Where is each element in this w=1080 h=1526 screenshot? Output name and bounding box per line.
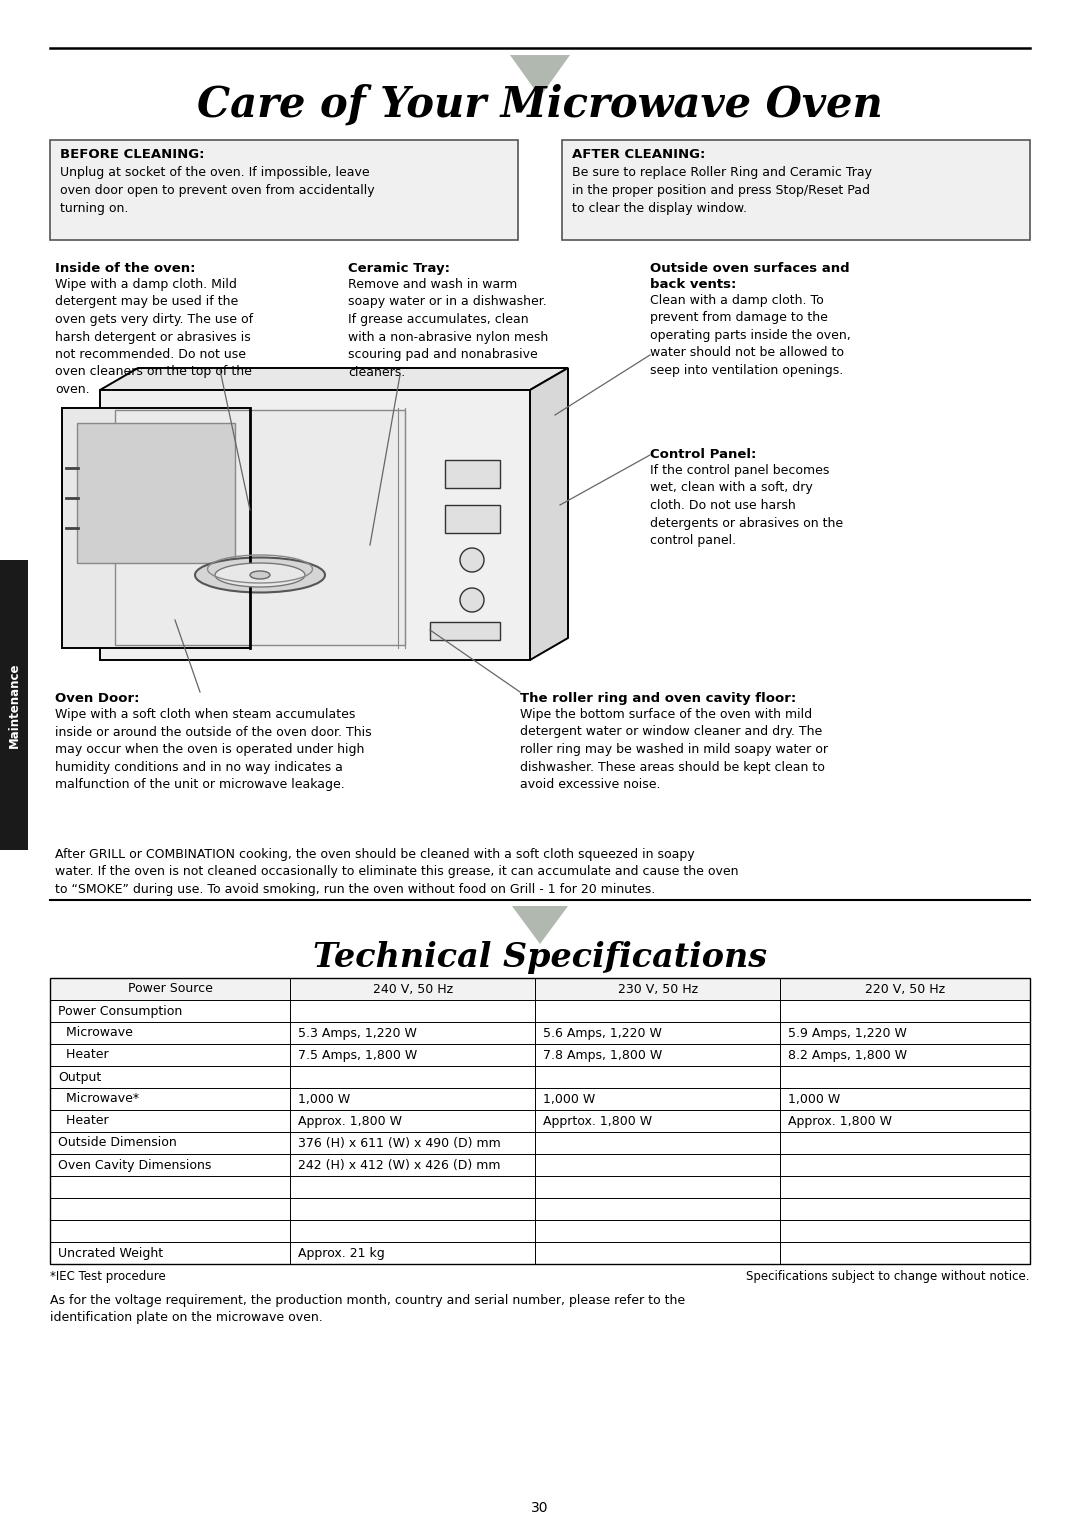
Text: Control Panel:: Control Panel: [650,449,756,461]
Text: Oven Door:: Oven Door: [55,691,139,705]
Text: Apprtox. 1,800 W: Apprtox. 1,800 W [543,1114,652,1128]
Bar [50,140,518,240]
Text: Ceramic Tray:: Ceramic Tray: [348,262,450,275]
Circle shape [460,548,484,572]
Text: If the control panel becomes
wet, clean with a soft, dry
cloth. Do not use harsh: If the control panel becomes wet, clean … [650,464,843,546]
Text: After GRILL or COMBINATION cooking, the oven should be cleaned with a soft cloth: After GRILL or COMBINATION cooking, the … [55,848,739,896]
Text: Outside oven surfaces and: Outside oven surfaces and [650,262,850,275]
Bar [0,560,28,850]
Text: 240 V, 50 Hz: 240 V, 50 Hz [373,983,453,995]
Text: Uncrated Weight: Uncrated Weight [58,1247,163,1259]
Circle shape [460,588,484,612]
Text: Wipe the bottom surface of the oven with mild
detergent water or window cleaner : Wipe the bottom surface of the oven with… [519,708,828,790]
Ellipse shape [215,563,305,588]
Text: Be sure to replace Roller Ring and Ceramic Tray
in the proper position and press: Be sure to replace Roller Ring and Ceram… [572,166,872,215]
Text: BEFORE CLEANING:: BEFORE CLEANING: [60,148,204,162]
Text: AFTER CLEANING:: AFTER CLEANING: [572,148,705,162]
Text: Wipe with a damp cloth. Mild
detergent may be used if the
oven gets very dirty. : Wipe with a damp cloth. Mild detergent m… [55,278,253,397]
Text: Specifications subject to change without notice.: Specifications subject to change without… [746,1270,1030,1283]
Text: Clean with a damp cloth. To
prevent from damage to the
operating parts inside th: Clean with a damp cloth. To prevent from… [650,295,851,377]
Polygon shape [510,55,570,98]
Text: Power Source: Power Source [127,983,213,995]
Bar [445,505,500,533]
Text: Unplug at socket of the oven. If impossible, leave
oven door open to prevent ove: Unplug at socket of the oven. If impossi… [60,166,375,215]
Text: 1,000 W: 1,000 W [543,1093,595,1105]
Text: Heater: Heater [58,1048,109,1062]
Text: Approx. 1,800 W: Approx. 1,800 W [298,1114,402,1128]
Bar [50,978,1030,1264]
Bar [562,140,1030,240]
Text: Approx. 1,800 W: Approx. 1,800 W [788,1114,892,1128]
Polygon shape [530,368,568,661]
Text: 5.3 Amps, 1,220 W: 5.3 Amps, 1,220 W [298,1027,417,1039]
Text: *IEC Test procedure: *IEC Test procedure [50,1270,165,1283]
Text: 242 (H) x 412 (W) x 426 (D) mm: 242 (H) x 412 (W) x 426 (D) mm [298,1158,501,1172]
Text: 8.2 Amps, 1,800 W: 8.2 Amps, 1,800 W [788,1048,907,1062]
Text: 7.5 Amps, 1,800 W: 7.5 Amps, 1,800 W [298,1048,417,1062]
Text: As for the voltage requirement, the production month, country and serial number,: As for the voltage requirement, the prod… [50,1294,685,1325]
Text: 1,000 W: 1,000 W [788,1093,840,1105]
Text: Technical Specifications: Technical Specifications [313,942,767,975]
Bar [114,410,405,645]
Bar [50,978,1030,1000]
Polygon shape [512,906,568,945]
Polygon shape [62,407,249,649]
Text: 30: 30 [531,1502,549,1515]
Text: 5.9 Amps, 1,220 W: 5.9 Amps, 1,220 W [788,1027,907,1039]
Text: Wipe with a soft cloth when steam accumulates
inside or around the outside of th: Wipe with a soft cloth when steam accumu… [55,708,372,790]
Ellipse shape [195,557,325,592]
Bar [445,459,500,488]
Text: back vents:: back vents: [650,278,737,291]
Text: Outside Dimension: Outside Dimension [58,1137,177,1149]
Polygon shape [100,368,568,391]
Bar [100,391,530,661]
Text: Microwave*: Microwave* [58,1093,139,1105]
Text: Oven Cavity Dimensions: Oven Cavity Dimensions [58,1158,212,1172]
Text: Power Consumption: Power Consumption [58,1004,183,1018]
Text: Approx. 21 kg: Approx. 21 kg [298,1247,384,1259]
Text: 376 (H) x 611 (W) x 490 (D) mm: 376 (H) x 611 (W) x 490 (D) mm [298,1137,501,1149]
Text: 220 V, 50 Hz: 220 V, 50 Hz [865,983,945,995]
Text: Inside of the oven:: Inside of the oven: [55,262,195,275]
Text: Remove and wash in warm
soapy water or in a dishwasher.
If grease accumulates, c: Remove and wash in warm soapy water or i… [348,278,549,378]
Bar [430,623,500,639]
Text: Care of Your Microwave Oven: Care of Your Microwave Oven [198,84,882,127]
Text: Output: Output [58,1071,102,1083]
Text: Microwave: Microwave [58,1027,133,1039]
Text: 5.6 Amps, 1,220 W: 5.6 Amps, 1,220 W [543,1027,662,1039]
Text: The roller ring and oven cavity floor:: The roller ring and oven cavity floor: [519,691,796,705]
Text: 1,000 W: 1,000 W [298,1093,350,1105]
Text: Maintenance: Maintenance [8,662,21,748]
Ellipse shape [249,571,270,578]
Bar [77,423,235,563]
Text: 230 V, 50 Hz: 230 V, 50 Hz [618,983,698,995]
Text: 7.8 Amps, 1,800 W: 7.8 Amps, 1,800 W [543,1048,662,1062]
Text: Heater: Heater [58,1114,109,1128]
